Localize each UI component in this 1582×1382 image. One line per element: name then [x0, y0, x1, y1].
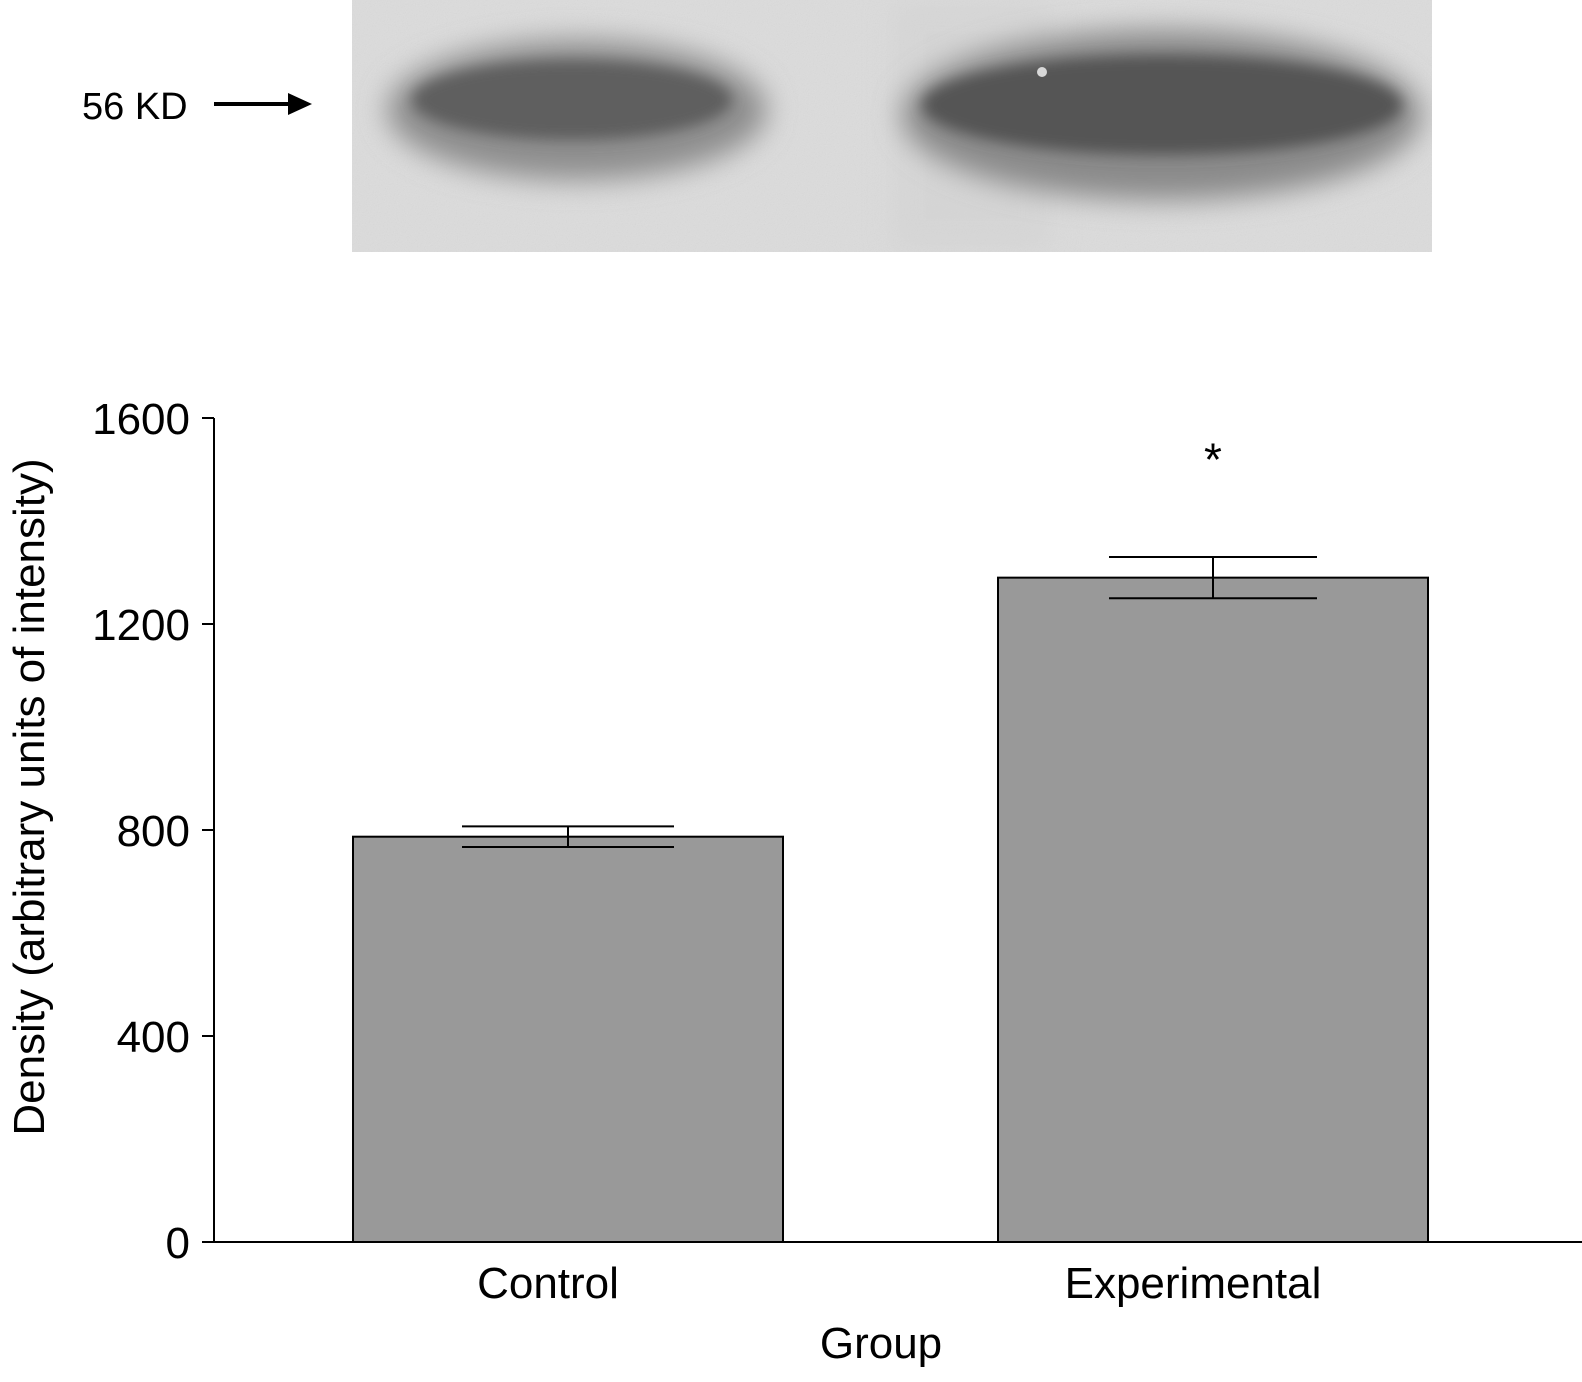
y-tick-label: 800	[117, 807, 190, 856]
y-tick-label: 400	[117, 1013, 190, 1062]
bar-experimental	[997, 576, 1429, 1243]
bar-control	[352, 835, 784, 1243]
x-tick-label-experimental: Experimental	[1065, 1259, 1322, 1308]
significance-marks: *	[1204, 433, 1222, 485]
blot-arrow-icon	[214, 93, 312, 115]
x-axis-title: Group	[820, 1319, 942, 1368]
blot-band-experimental	[902, 30, 1422, 200]
blot-band-control	[387, 40, 767, 180]
significance-asterisk: *	[1204, 433, 1222, 485]
y-tick-label: 0	[166, 1219, 190, 1268]
y-axis-title: Density (arbitrary units of intensity)	[5, 458, 54, 1135]
x-axis-tick-labels: Control Experimental	[477, 1259, 1321, 1308]
y-tick-label: 1600	[92, 395, 190, 444]
y-tick-label: 1200	[92, 601, 190, 650]
blot-marker-label: 56 KD	[82, 86, 188, 128]
western-blot-image	[352, 0, 1432, 252]
bars	[352, 576, 1429, 1243]
error-bars	[462, 556, 1317, 848]
y-axis-ticks: 0 400 800 1200 1600	[92, 395, 214, 1268]
x-tick-label-control: Control	[477, 1259, 619, 1308]
